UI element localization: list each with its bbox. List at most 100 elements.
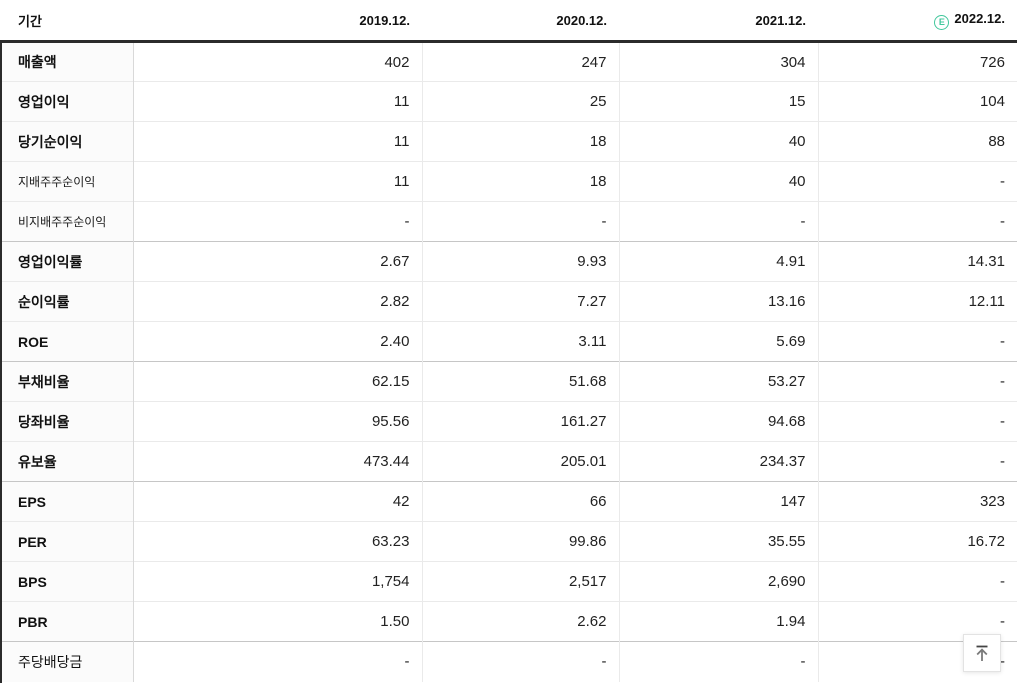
- cell-value: -: [818, 441, 1017, 482]
- cell-value: 11: [133, 121, 423, 162]
- row-label: ROE: [0, 321, 134, 362]
- cell-value: -: [818, 401, 1017, 442]
- row-label: 매출액: [0, 41, 134, 82]
- cell-value: 473.44: [133, 441, 423, 482]
- cell-value: 53.27: [619, 361, 819, 402]
- column-header-year: E 2022.12.: [818, 0, 1017, 43]
- column-header-label: 2020.12.: [556, 12, 607, 28]
- cell-value: 40: [619, 121, 819, 162]
- cell-value: 4.91: [619, 241, 819, 282]
- cell-value: 323: [818, 481, 1017, 522]
- cell-value: 94.68: [619, 401, 819, 442]
- cell-value: 161.27: [422, 401, 620, 442]
- cell-value: 2,690: [619, 561, 819, 602]
- table-row: 당기순이익 11 18 40 88: [0, 121, 1017, 162]
- cell-value: -: [133, 641, 423, 682]
- cell-value: 5.69: [619, 321, 819, 362]
- cell-value: 1.94: [619, 601, 819, 642]
- cell-value: 2,517: [422, 561, 620, 602]
- cell-value: -: [422, 201, 620, 242]
- cell-value: -: [818, 561, 1017, 602]
- cell-value: -: [422, 641, 620, 682]
- table-row: 매출액 402 247 304 726: [0, 41, 1017, 82]
- table-row: 비지배주주순이익 - - - -: [0, 201, 1017, 242]
- estimate-badge-icon: E: [934, 14, 950, 30]
- cell-value: 1.50: [133, 601, 423, 642]
- cell-value: 147: [619, 481, 819, 522]
- row-label: 영업이익률: [0, 241, 134, 282]
- table-left-edge-divider: [0, 40, 2, 683]
- row-label: 당좌비율: [0, 401, 134, 442]
- scroll-to-top-icon: [973, 644, 991, 663]
- cell-value: 18: [422, 161, 620, 202]
- row-label: 비지배주주순이익: [0, 201, 134, 242]
- table-row: BPS 1,754 2,517 2,690-: [0, 561, 1017, 602]
- table-row: EPS 42 66 147 323: [0, 481, 1017, 522]
- column-header-label: 2019.12.: [359, 12, 410, 28]
- cell-value: 205.01: [422, 441, 620, 482]
- table-row: PBR 1.50 2.62 1.94-: [0, 601, 1017, 642]
- cell-value: 2.40: [133, 321, 423, 362]
- table-row: 영업이익 11 25 15 104: [0, 81, 1017, 122]
- table-row: 당좌비율 95.56 161.27 94.68-: [0, 401, 1017, 442]
- cell-value: 2.82: [133, 281, 423, 322]
- row-label: 영업이익: [0, 81, 134, 122]
- cell-value: 247: [422, 41, 620, 82]
- cell-value: -: [619, 201, 819, 242]
- cell-value: 234.37: [619, 441, 819, 482]
- scroll-to-top-button[interactable]: [963, 634, 1001, 672]
- row-label: 부채비율: [0, 361, 134, 402]
- cell-value: 15: [619, 81, 819, 122]
- cell-value: 42: [133, 481, 423, 522]
- row-label: 순이익률: [0, 281, 134, 322]
- period-header: 기간: [0, 0, 133, 43]
- table-row: 지배주주순이익 11 18 40-: [0, 161, 1017, 202]
- cell-value: 13.16: [619, 281, 819, 322]
- cell-value: -: [818, 321, 1017, 362]
- cell-value: 726: [979, 53, 1005, 71]
- column-header-label: 2021.12.: [755, 12, 806, 28]
- cell-value: -: [818, 161, 1017, 202]
- cell-value: -: [133, 201, 423, 242]
- column-header-year: 2019.12.: [133, 0, 422, 43]
- row-label: PER: [0, 521, 134, 562]
- cell-value: 25: [422, 81, 620, 122]
- row-label: 지배주주순이익: [0, 161, 134, 202]
- cell-value: 12.11: [818, 281, 1017, 322]
- row-label: EPS: [0, 481, 134, 522]
- cell-value: -: [619, 641, 819, 682]
- cell-value: 11: [133, 81, 423, 122]
- cell-value: 3.11: [422, 321, 620, 362]
- cell-value: 2.62: [422, 601, 620, 642]
- cell-value: 7.27: [422, 281, 620, 322]
- cell-value: 18: [422, 121, 620, 162]
- table-row: 영업이익률 2.67 9.93 4.91 14.31: [0, 241, 1017, 282]
- cell-value: 9.93: [422, 241, 620, 282]
- cell-value: 51.68: [422, 361, 620, 402]
- table-row: 유보율 473.44 205.01 234.37-: [0, 441, 1017, 482]
- cell-value: 63.23: [133, 521, 423, 562]
- table-row: 주당배당금 - - - -: [0, 641, 1017, 682]
- cell-value: 104: [818, 81, 1017, 122]
- row-label: PBR: [0, 601, 134, 642]
- row-label: 유보율: [0, 441, 134, 482]
- row-label: 당기순이익: [0, 121, 134, 162]
- column-header-year: 2021.12.: [619, 0, 818, 43]
- cell-value: 95.56: [133, 401, 423, 442]
- cell-value: 16.72: [818, 521, 1017, 562]
- cell-value: 14.31: [818, 241, 1017, 282]
- cell-value: 62.15: [133, 361, 423, 402]
- cell-value: 1,754: [133, 561, 423, 602]
- table-row: ROE 2.40 3.11 5.69-: [0, 321, 1017, 362]
- table-row: PER 63.23 99.86 35.55 16.72: [0, 521, 1017, 562]
- cell-value: -: [818, 201, 1017, 242]
- column-header-label: 2022.12.: [954, 10, 1005, 26]
- cell-value: 35.55: [619, 521, 819, 562]
- table-row: 부채비율 62.15 51.68 53.27-: [0, 361, 1017, 402]
- table-row: 순이익률 2.82 7.27 13.16 12.11: [0, 281, 1017, 322]
- column-header-year: 2020.12.: [422, 0, 619, 43]
- cell-value: 40: [619, 161, 819, 202]
- row-label: 주당배당금: [0, 641, 134, 682]
